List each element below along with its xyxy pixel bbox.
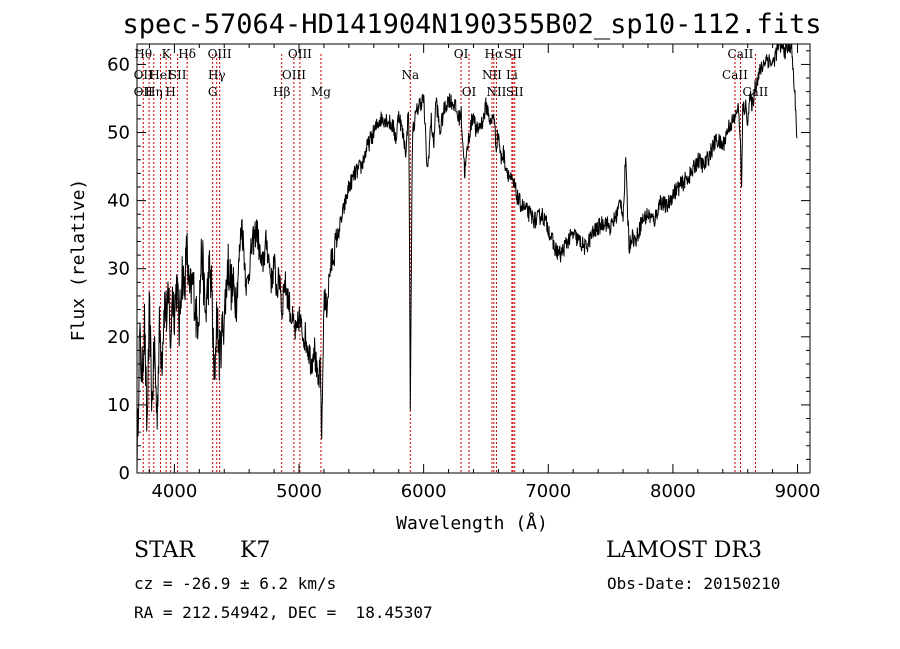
line-label: CaII bbox=[722, 68, 748, 82]
y-tick-label: 30 bbox=[107, 259, 130, 280]
line-label: CaII bbox=[728, 47, 754, 61]
y-tick-label: 50 bbox=[107, 123, 130, 144]
x-tick-label: 9000 bbox=[775, 481, 821, 502]
object-class: STAR bbox=[134, 538, 195, 563]
line-label: OIII bbox=[288, 47, 312, 61]
line-label: SII bbox=[169, 68, 187, 82]
flux-line bbox=[136, 43, 798, 474]
x-tick-label: 8000 bbox=[650, 481, 696, 502]
line-label: OIII bbox=[208, 47, 232, 61]
redshift-line: cz = -26.9 ± 6.2 km/s bbox=[134, 574, 337, 593]
axis-ticks: 4000 5000 6000 7000 8000 9000 0 10 20 30 40 50 60 bbox=[107, 44, 820, 502]
obs-date: Obs-Date: 20150210 bbox=[607, 574, 781, 593]
line-label: OII bbox=[134, 85, 154, 99]
line-label: Hβ bbox=[273, 85, 290, 99]
line-label: OI bbox=[462, 85, 477, 99]
line-label: Hγ bbox=[208, 68, 226, 82]
x-tick-label: 6000 bbox=[401, 481, 447, 502]
line-label: OI bbox=[454, 47, 469, 61]
y-axis-label: Flux (relative) bbox=[68, 179, 89, 342]
line-label: NII bbox=[482, 68, 502, 82]
line-label: H bbox=[165, 85, 175, 99]
line-label: K bbox=[162, 47, 172, 61]
object-subclass: K7 bbox=[240, 538, 271, 563]
line-markers bbox=[142, 54, 756, 473]
survey-name: LAMOST DR3 bbox=[606, 538, 762, 563]
line-label: Hδ bbox=[178, 47, 196, 61]
line-label: Hη bbox=[145, 85, 163, 99]
coords-line: RA = 212.54942, DEC = 18.45307 bbox=[134, 603, 433, 622]
y-tick-label: 40 bbox=[107, 191, 130, 212]
line-label: HeI bbox=[149, 68, 172, 82]
y-tick-label: 60 bbox=[107, 54, 130, 75]
line-label: SII bbox=[504, 47, 522, 61]
chart-title: spec-57064-HD141904N190355B02_sp10-112.f… bbox=[123, 9, 822, 40]
line-labels: HθOIIOIIHηHeIKHSIIHδGHγOIIIHβOIIIOIIIMgN… bbox=[134, 47, 769, 99]
line-label: NII bbox=[486, 85, 506, 99]
line-label: G bbox=[208, 85, 218, 99]
x-axis-label: Wavelength (Å) bbox=[396, 512, 548, 534]
line-label: OIII bbox=[282, 68, 306, 82]
line-label: Mg bbox=[311, 85, 331, 99]
line-label: SII bbox=[506, 85, 524, 99]
y-tick-label: 10 bbox=[107, 395, 130, 416]
x-tick-label: 4000 bbox=[151, 481, 197, 502]
y-tick-label: 20 bbox=[107, 327, 130, 348]
x-tick-label: 5000 bbox=[276, 481, 322, 502]
line-label: Hα bbox=[485, 47, 504, 61]
line-label: Li bbox=[506, 68, 518, 82]
line-label: Na bbox=[401, 68, 419, 82]
x-tick-label: 7000 bbox=[525, 481, 571, 502]
y-tick-label: 0 bbox=[119, 463, 130, 484]
plot-frame bbox=[136, 43, 811, 474]
